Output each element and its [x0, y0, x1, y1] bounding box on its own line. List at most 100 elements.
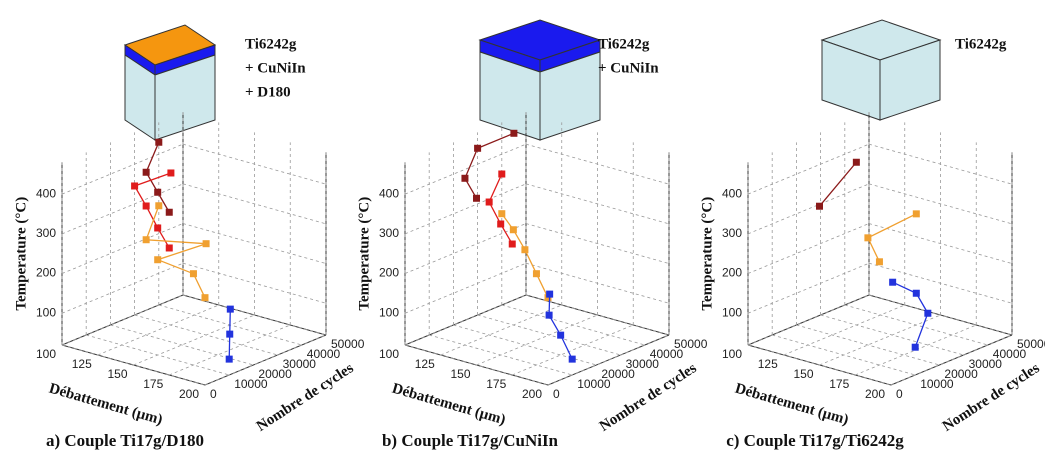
data-point	[202, 240, 210, 248]
data-point	[226, 330, 234, 338]
grid-line	[820, 314, 964, 356]
z-tick-label: 100	[379, 305, 399, 319]
x-tick-label: 200	[522, 387, 542, 401]
data-point	[461, 174, 469, 182]
x-tick-label: 100	[722, 347, 742, 361]
grid-line	[525, 223, 670, 264]
series-line	[488, 173, 513, 245]
grid-line	[61, 294, 184, 346]
z-tick-label: 200	[379, 266, 399, 280]
grid-line	[868, 183, 1013, 225]
series-line	[145, 141, 170, 213]
grid-line	[868, 223, 1013, 264]
grid-line	[747, 344, 892, 386]
data-point	[889, 278, 897, 286]
x-tick-label: 175	[829, 377, 849, 391]
x-tick-label: 175	[143, 377, 163, 391]
grid-line	[110, 324, 254, 366]
data-point	[875, 258, 883, 266]
grid-line	[429, 334, 573, 376]
x-tick-label: 200	[865, 387, 885, 401]
data-point	[473, 194, 480, 202]
x-tick-label: 150	[107, 367, 127, 381]
data-point	[912, 210, 920, 218]
data-point	[924, 309, 932, 317]
caption: a) Couple Ti17g/D180	[46, 431, 204, 450]
grid-line	[404, 183, 527, 235]
data-point	[474, 144, 482, 152]
y-tick-label: 10000	[577, 377, 611, 391]
data-point	[226, 305, 234, 313]
z-tick-label: 200	[36, 266, 56, 280]
x-tick-label: 150	[450, 367, 470, 381]
data-point	[155, 202, 163, 210]
grid-line	[501, 304, 645, 346]
x-tick-label: 100	[379, 347, 399, 361]
z-axis-title: Temperature (°C)	[356, 197, 372, 311]
data-point	[521, 246, 529, 254]
y-tick-label: 40000	[307, 347, 341, 361]
grid-line	[476, 314, 598, 366]
data-point	[131, 182, 139, 190]
data-point	[154, 188, 162, 196]
data-point	[155, 138, 163, 146]
grid-line	[169, 324, 291, 376]
grid-line	[182, 183, 327, 225]
data-point	[510, 129, 518, 137]
grid-line	[796, 324, 940, 366]
grid-line	[547, 334, 670, 386]
grid-line	[525, 183, 670, 225]
z-tick-label: 300	[722, 226, 742, 240]
y-tick-label: 0	[210, 387, 217, 401]
x-tick-label: 125	[415, 357, 435, 371]
data-point	[557, 331, 565, 339]
grid-line	[772, 334, 916, 376]
grid-line	[404, 223, 527, 274]
grid-line	[134, 314, 278, 356]
data-point	[498, 210, 506, 218]
series-line	[548, 294, 573, 360]
y-tick-label: 10000	[234, 377, 268, 391]
cube-label: + CuNiIn	[245, 60, 306, 76]
y-tick-label: 30000	[283, 357, 317, 371]
grid-line	[453, 324, 597, 366]
cube-a	[123, 24, 217, 141]
grid-line	[783, 304, 905, 356]
x-tick-label: 175	[486, 377, 506, 391]
z-axis-title: Temperature (°C)	[13, 197, 29, 311]
y-tick-label: 10000	[920, 377, 954, 391]
z-tick-label: 100	[36, 305, 56, 319]
data-point	[912, 289, 920, 297]
data-point	[142, 202, 150, 210]
z-axis-title: Temperature (°C)	[699, 197, 715, 311]
y-tick-label: 20000	[944, 367, 978, 381]
grid-line	[61, 262, 184, 314]
grid-line	[868, 294, 1013, 336]
grid-line	[61, 344, 206, 386]
series-line	[464, 132, 515, 199]
data-point	[864, 234, 872, 242]
grid-line	[844, 304, 988, 346]
data-point	[546, 290, 554, 298]
x-tick-label: 125	[758, 357, 778, 371]
grid-line	[404, 344, 549, 386]
z-tick-label: 100	[722, 305, 742, 319]
data-point	[142, 236, 150, 244]
data-point	[485, 198, 493, 206]
grid-line	[61, 223, 184, 274]
y-tick-label: 20000	[601, 367, 635, 381]
grid-line	[819, 314, 941, 366]
data-point	[189, 270, 197, 278]
y-tick-label: 50000	[1017, 337, 1045, 351]
grid-line	[747, 294, 870, 346]
caption: c) Couple Ti17g/Ti6242g	[726, 431, 904, 450]
grid-line	[204, 334, 327, 386]
data-point	[225, 355, 233, 363]
series-line	[501, 213, 549, 298]
data-point	[816, 202, 823, 210]
data-point	[568, 355, 576, 363]
grid-line	[404, 294, 527, 346]
data-point	[165, 208, 173, 216]
data-point	[165, 244, 173, 252]
